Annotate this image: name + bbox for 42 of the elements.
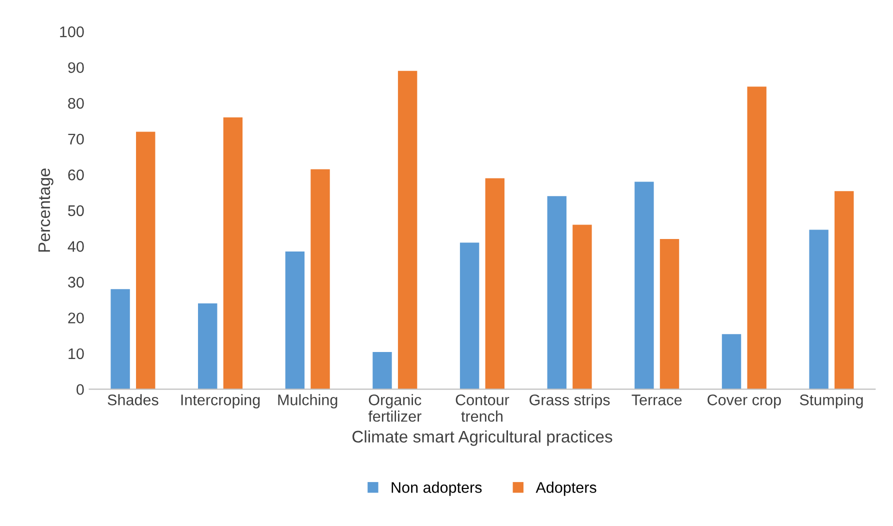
x-tick-label: Mulching <box>278 394 338 408</box>
y-tick-label: 100 <box>60 26 84 38</box>
bar <box>285 252 305 390</box>
y-tick-label: 80 <box>68 98 84 109</box>
x-tick-label: Cover crop <box>708 394 781 408</box>
bar <box>372 352 392 390</box>
y-tick-label: 50 <box>68 205 84 216</box>
x-tick-label: Intercroping <box>181 394 260 408</box>
x-tick-label: Organic fertilizer <box>368 394 422 422</box>
bar <box>223 117 243 390</box>
bar <box>485 178 504 390</box>
bar <box>634 182 654 390</box>
x-tick-label: Grass strips <box>530 394 610 408</box>
bar <box>809 230 828 390</box>
y-tick-label: 0 <box>76 384 84 395</box>
y-tick-label: 90 <box>68 62 84 74</box>
y-tick-label: 40 <box>68 241 84 252</box>
y-tick-label: 10 <box>68 348 84 360</box>
bar <box>660 239 680 390</box>
bar <box>547 196 566 390</box>
bar <box>834 191 854 390</box>
bar <box>572 224 592 390</box>
x-tick-label: Terrace <box>632 394 682 406</box>
y-tick-label: 30 <box>68 276 84 288</box>
bar <box>310 169 330 390</box>
x-axis-title: Climate smart Agricultural practices <box>352 430 612 446</box>
bar <box>398 70 418 390</box>
legend-label: Non adopters <box>392 482 482 496</box>
bar <box>722 334 742 390</box>
y-axis-title: Percentage <box>38 168 54 252</box>
bar <box>198 303 218 390</box>
bar <box>460 242 480 390</box>
y-tick-label: 60 <box>68 170 84 180</box>
legend-label: Adopters <box>536 482 596 496</box>
x-tick-label: Shades <box>108 394 158 406</box>
x-tick-label: Contour trench <box>456 394 510 422</box>
bar <box>110 289 130 390</box>
y-tick-label: 70 <box>68 134 84 145</box>
y-tick-label: 20 <box>68 312 84 324</box>
bar <box>747 86 766 390</box>
x-tick-label: Stumping <box>800 394 863 408</box>
bar <box>136 132 156 390</box>
